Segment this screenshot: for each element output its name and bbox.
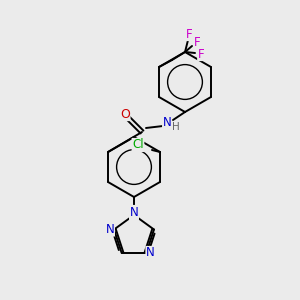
- Text: F: F: [198, 47, 204, 61]
- Text: N: N: [130, 206, 138, 218]
- Text: H: H: [172, 122, 180, 132]
- Text: O: O: [120, 107, 130, 121]
- Text: F: F: [194, 35, 200, 49]
- Text: Cl: Cl: [132, 139, 144, 152]
- Text: N: N: [130, 208, 138, 220]
- Text: N: N: [106, 223, 114, 236]
- Text: N: N: [146, 247, 155, 260]
- Text: N: N: [163, 116, 171, 130]
- Text: F: F: [186, 28, 192, 40]
